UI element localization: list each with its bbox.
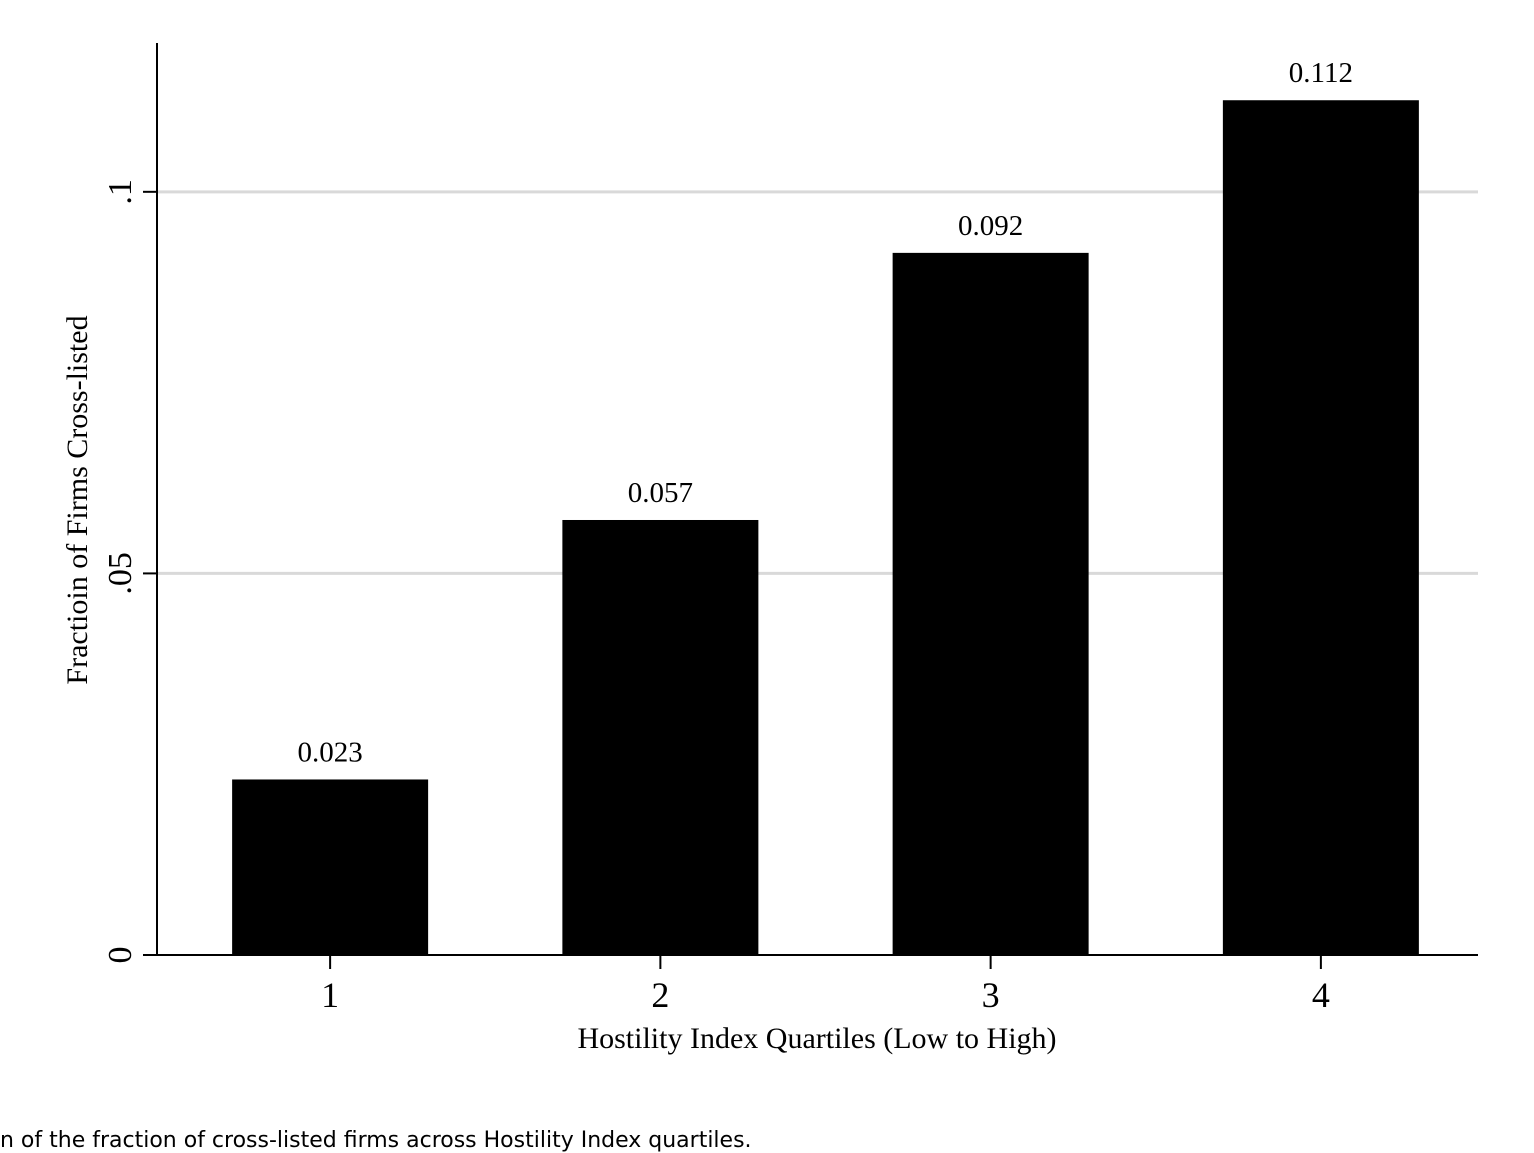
x-tick-label: 3 [982,975,1000,1015]
x-tick-label: 1 [321,975,339,1015]
x-tick-label: 2 [651,975,669,1015]
y-tick-label: .05 [102,552,139,595]
bar-value-label: 0.023 [298,736,363,768]
bar-value-label: 0.112 [1289,57,1353,89]
bar [1222,100,1419,955]
bar-value-label: 0.057 [628,477,693,509]
x-tick-label: 4 [1312,975,1330,1015]
bar [892,252,1089,955]
bar-chart: 0 .05 .1 1 2 3 4 0.023 0.057 0.092 0.112 Fractio… [61,43,1478,1055]
figure-caption: n of the fraction of cross-listed firms … [0,1128,752,1153]
bar [562,519,759,955]
x-axis-ticks: 1 2 3 4 [321,955,1330,1015]
bar [232,779,429,955]
y-tick-label: 0 [102,947,139,964]
y-axis-title: Fractioin of Firms Cross-listed [61,315,94,684]
y-axis-ticks: 0 .05 .1 [102,179,157,964]
y-tick-label: .1 [102,179,139,205]
data-labels: 0.023 0.057 0.092 0.112 [298,57,1353,768]
bar-value-label: 0.092 [958,210,1023,242]
x-axis-title: Hostility Index Quartiles (Low to High) [577,1022,1056,1055]
bars [232,100,1419,955]
